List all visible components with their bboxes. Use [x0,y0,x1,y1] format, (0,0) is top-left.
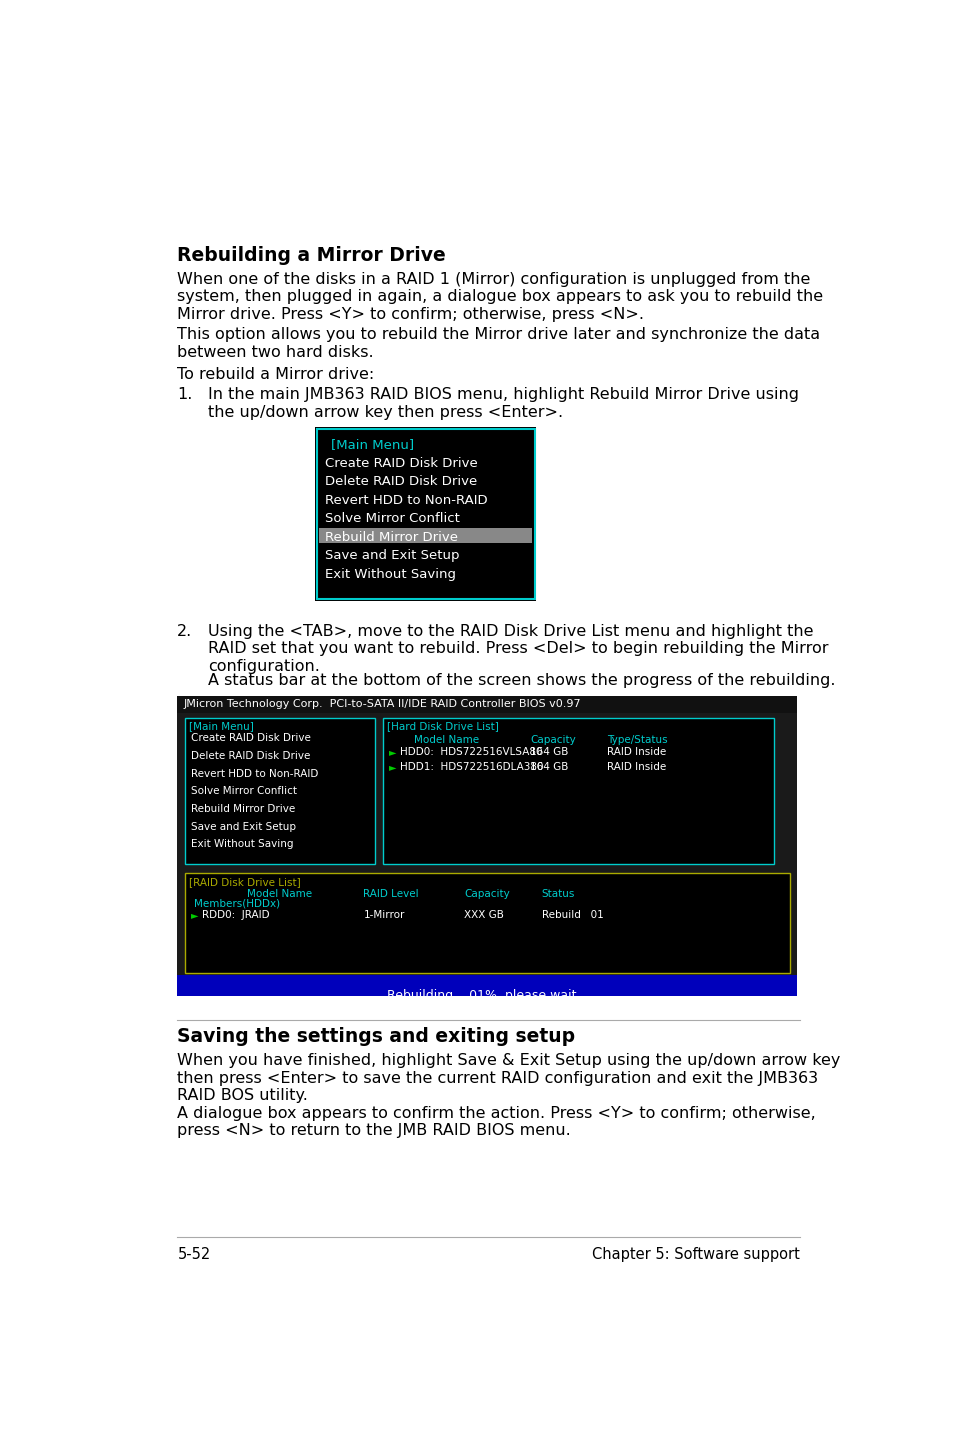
Text: Chapter 5: Software support: Chapter 5: Software support [591,1247,799,1261]
Text: 164 GB: 164 GB [530,746,568,756]
Text: ►: ► [389,762,396,772]
Text: Save and Exit Setup: Save and Exit Setup [192,821,296,831]
Text: ►: ► [389,746,396,756]
Text: Solve Mirror Conflict: Solve Mirror Conflict [324,512,459,525]
Text: Revert HDD to Non-RAID: Revert HDD to Non-RAID [192,768,318,778]
Text: HDD0:  HDS722516VLSA80: HDD0: HDS722516VLSA80 [399,746,541,756]
Text: 164 GB: 164 GB [530,762,568,772]
Bar [177,975,797,997]
Text: This option allows you to rebuild the Mirror drive later and synchronize the dat: This option allows you to rebuild the Mi… [177,328,820,360]
Text: Save and Exit Setup: Save and Exit Setup [324,549,458,562]
Text: Members(HDDx): Members(HDDx) [194,899,280,909]
Text: HDD1:  HDS722516DLA380: HDD1: HDS722516DLA380 [399,762,542,772]
Bar [382,718,773,864]
Text: When one of the disks in a RAID 1 (Mirror) configuration is unplugged from the
s: When one of the disks in a RAID 1 (Mirro… [177,272,822,322]
Text: [Main Menu]: [Main Menu] [189,722,253,732]
Text: [RAID Disk Drive List]: [RAID Disk Drive List] [189,877,300,887]
Text: Rebuilding a Mirror Drive: Rebuilding a Mirror Drive [177,246,446,265]
Text: Rebuild Mirror Drive: Rebuild Mirror Drive [324,531,457,544]
Text: Rebuild Mirror Drive: Rebuild Mirror Drive [192,804,295,814]
Text: [Hard Disk Drive List]: [Hard Disk Drive List] [386,722,498,732]
Text: A status bar at the bottom of the screen shows the progress of the rebuilding.: A status bar at the bottom of the screen… [208,673,835,687]
Text: Model Name: Model Name [247,889,312,899]
Text: Exit Without Saving: Exit Without Saving [192,840,294,850]
Text: Type/Status: Type/Status [607,735,667,745]
Text: Create RAID Disk Drive: Create RAID Disk Drive [324,457,476,470]
Text: Capacity: Capacity [530,735,576,745]
Text: Revert HDD to Non-RAID: Revert HDD to Non-RAID [324,493,487,506]
Text: Rebuild   01: Rebuild 01 [541,910,602,920]
Text: Saving the settings and exiting setup: Saving the settings and exiting setup [177,1027,575,1047]
Text: Using the <TAB>, move to the RAID Disk Drive List menu and highlight the
RAID se: Using the <TAB>, move to the RAID Disk D… [208,624,828,673]
Bar [185,718,375,864]
Text: JMicron Technology Corp.  PCI-to-SATA II/IDE RAID Controller BIOS v0.97: JMicron Technology Corp. PCI-to-SATA II/… [183,699,580,709]
Text: Model Name: Model Name [414,735,478,745]
Text: Delete RAID Disk Drive: Delete RAID Disk Drive [192,751,311,761]
Text: To rebuild a Mirror drive:: To rebuild a Mirror drive: [177,367,375,383]
Text: A dialogue box appears to confirm the action. Press <Y> to confirm; otherwise,
p: A dialogue box appears to confirm the ac… [177,1106,815,1139]
Bar [315,427,536,601]
Text: RAID Inside: RAID Inside [607,762,666,772]
Bar [316,429,534,600]
Bar [177,696,797,997]
Text: [Main Menu]: [Main Menu] [331,439,414,452]
Text: Exit Without Saving: Exit Without Saving [324,568,456,581]
Text: Create RAID Disk Drive: Create RAID Disk Drive [192,733,311,743]
Text: 1-Mirror: 1-Mirror [363,910,404,920]
Bar [319,528,532,544]
Bar [185,873,789,974]
Text: 2.: 2. [177,624,193,638]
Text: 5-52: 5-52 [177,1247,211,1261]
Bar [177,696,797,713]
Text: ►: ► [192,910,198,920]
Text: Capacity: Capacity [464,889,509,899]
Text: RDD0:  JRAID: RDD0: JRAID [202,910,270,920]
Text: Rebuilding... 01%, please wait...: Rebuilding... 01%, please wait... [386,989,587,1002]
Text: Solve Mirror Conflict: Solve Mirror Conflict [192,787,297,797]
Text: Delete RAID Disk Drive: Delete RAID Disk Drive [324,475,476,487]
Bar [382,718,773,864]
Text: In the main JMB363 RAID BIOS menu, highlight Rebuild Mirror Drive using
the up/d: In the main JMB363 RAID BIOS menu, highl… [208,387,799,420]
Text: XXX GB: XXX GB [464,910,503,920]
Text: 1.: 1. [177,387,193,403]
Text: Status: Status [541,889,575,899]
Text: RAID Level: RAID Level [363,889,418,899]
Text: When you have finished, highlight Save & Exit Setup using the up/down arrow key
: When you have finished, highlight Save &… [177,1054,840,1103]
Bar [185,718,375,864]
Text: RAID Inside: RAID Inside [607,746,666,756]
Bar [185,873,789,974]
